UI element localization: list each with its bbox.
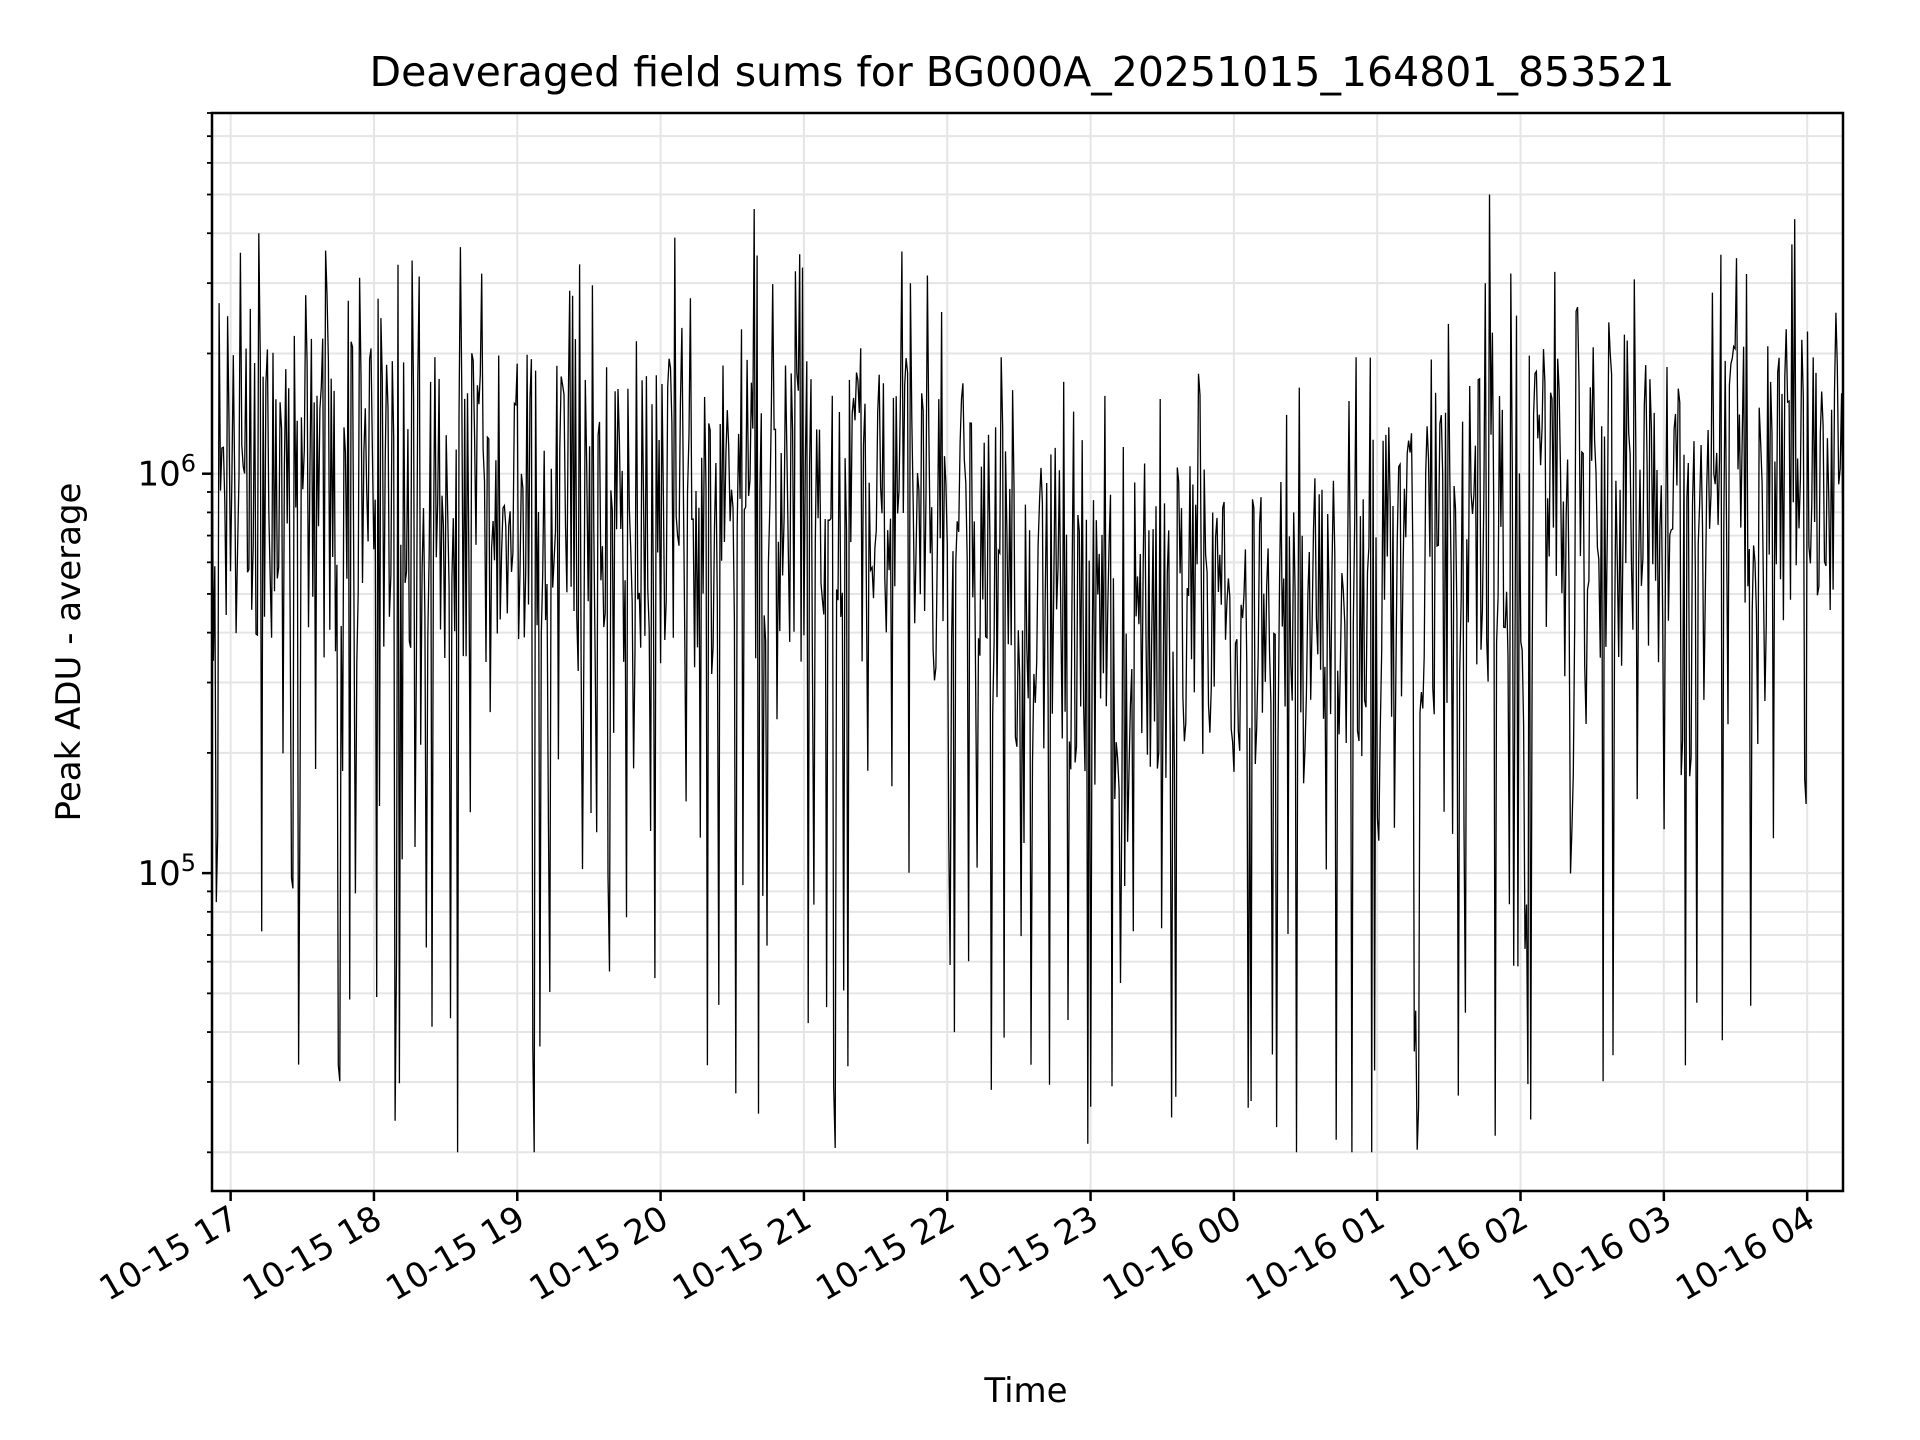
- chart-title: Deaveraged field sums for BG000A_2025101…: [370, 48, 1675, 96]
- x-tick-label: 10-15 17: [93, 1198, 245, 1309]
- x-tick-label: 10-16 00: [1096, 1198, 1248, 1309]
- x-tick-label: 10-15 22: [809, 1198, 961, 1309]
- x-tick-label: 10-15 21: [666, 1198, 818, 1309]
- y-axis-label: Peak ADU - average: [49, 483, 89, 822]
- y-tick-label: 106: [137, 450, 196, 495]
- x-tick-label: 10-16 03: [1526, 1198, 1678, 1309]
- x-tick-label: 10-16 02: [1383, 1198, 1535, 1309]
- grid: [212, 112, 1843, 1191]
- plot-frame: [210, 111, 1845, 1193]
- x-tick-label: 10-16 04: [1669, 1198, 1821, 1309]
- x-tick-label: 10-16 01: [1239, 1198, 1391, 1309]
- x-axis-label: Time: [983, 1371, 1067, 1411]
- x-tick-label: 10-15 18: [236, 1198, 388, 1309]
- x-tick-label: 10-15 19: [379, 1198, 531, 1309]
- series-line: [212, 194, 1843, 1153]
- y-tick-label: 105: [137, 849, 196, 894]
- x-tick-label: 10-15 20: [523, 1198, 675, 1309]
- y-axis-ticks: 105 106: [137, 112, 212, 1154]
- x-tick-label: 10-15 23: [953, 1198, 1105, 1309]
- data-series: [212, 194, 1843, 1153]
